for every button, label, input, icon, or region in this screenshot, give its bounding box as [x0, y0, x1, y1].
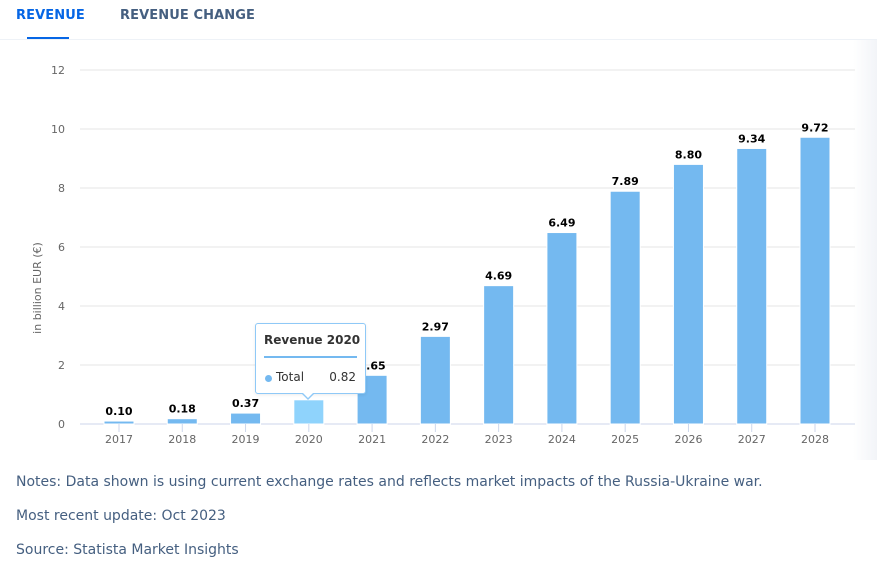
x-tick-label-2028: 2028 — [801, 433, 829, 446]
bar-2026[interactable] — [672, 163, 704, 425]
bar-2017[interactable] — [103, 420, 135, 425]
y-tick-label: 4 — [58, 300, 65, 313]
tooltip-divider — [264, 356, 357, 358]
bar-2020[interactable] — [293, 399, 325, 425]
chart-tooltip: Revenue 2020 Total 0.82 — [255, 323, 366, 400]
bar-2028[interactable] — [799, 136, 831, 425]
data-label-2023: 4.69 — [485, 270, 512, 283]
bar-2024[interactable] — [546, 232, 578, 425]
x-tick-label-2027: 2027 — [738, 433, 766, 446]
tab-bar: REVENUE REVENUE CHANGE — [0, 0, 877, 40]
tooltip-series-label: Total — [276, 370, 305, 384]
series-dot-icon — [265, 375, 272, 382]
data-label-2018: 0.18 — [169, 403, 196, 416]
chart-source: Source: Statista Market Insights — [16, 542, 239, 558]
x-tick-label-2025: 2025 — [611, 433, 639, 446]
bar-2023[interactable] — [483, 285, 515, 425]
y-axis-ticks: 0 2 4 6 8 10 12 — [51, 64, 65, 431]
y-tick-label: 8 — [58, 182, 65, 195]
tooltip-value: 0.82 — [329, 370, 356, 384]
chart-update-date: Most recent update: Oct 2023 — [16, 508, 226, 524]
chart-notes: Notes: Data shown is using current excha… — [16, 474, 763, 490]
data-label-2019: 0.37 — [232, 397, 259, 410]
data-labels: 0.10 0.18 0.371.652.974.696.497.898.809.34… — [105, 121, 828, 418]
x-tick-label-2019: 2019 — [232, 433, 260, 446]
bars — [103, 136, 831, 425]
tooltip-title: Revenue 2020 — [264, 333, 361, 347]
data-label-2024: 6.49 — [548, 217, 575, 230]
active-tab-indicator — [27, 37, 69, 39]
y-tick-label: 6 — [58, 241, 65, 254]
x-tick-label-2021: 2021 — [358, 433, 386, 446]
x-tick-label-2023: 2023 — [485, 433, 513, 446]
y-tick-label: 12 — [51, 64, 65, 77]
x-tick-label-2017: 2017 — [105, 433, 133, 446]
data-label-2017: 0.10 — [105, 405, 132, 418]
x-tick-label-2018: 2018 — [168, 433, 196, 446]
bar-2019[interactable] — [230, 412, 262, 425]
data-label-2026: 8.80 — [675, 148, 702, 161]
bar-2027[interactable] — [736, 147, 768, 425]
y-tick-label: 10 — [51, 123, 65, 136]
x-tick-label-2024: 2024 — [548, 433, 576, 446]
scroll-shadow — [853, 40, 877, 460]
x-tick-label-2022: 2022 — [421, 433, 449, 446]
data-label-2028: 9.72 — [801, 121, 828, 134]
tab-revenue-change[interactable]: REVENUE CHANGE — [120, 8, 255, 23]
x-tick-label-2026: 2026 — [674, 433, 702, 446]
bar-2018[interactable] — [166, 418, 198, 425]
x-axis-ticks: 2017 2018 2019 2020 2021 2022 2023 2024 2025 2026… — [105, 424, 829, 446]
y-tick-label: 0 — [58, 418, 65, 431]
x-tick-label-2020: 2020 — [295, 433, 323, 446]
data-label-2025: 7.89 — [612, 175, 639, 188]
bar-2022[interactable] — [419, 335, 451, 425]
grid-lines — [80, 69, 855, 425]
tab-revenue[interactable]: REVENUE — [16, 8, 85, 23]
y-axis-label: in billion EUR (€) — [31, 242, 44, 334]
bar-2025[interactable] — [609, 190, 641, 425]
data-label-2022: 2.97 — [422, 320, 449, 333]
y-tick-label: 2 — [58, 359, 65, 372]
revenue-bar-chart: 0 2 4 6 8 10 12 in billion EUR (€) 0.10 0.18 0.3… — [31, 64, 855, 446]
data-label-2027: 9.34 — [738, 132, 765, 145]
